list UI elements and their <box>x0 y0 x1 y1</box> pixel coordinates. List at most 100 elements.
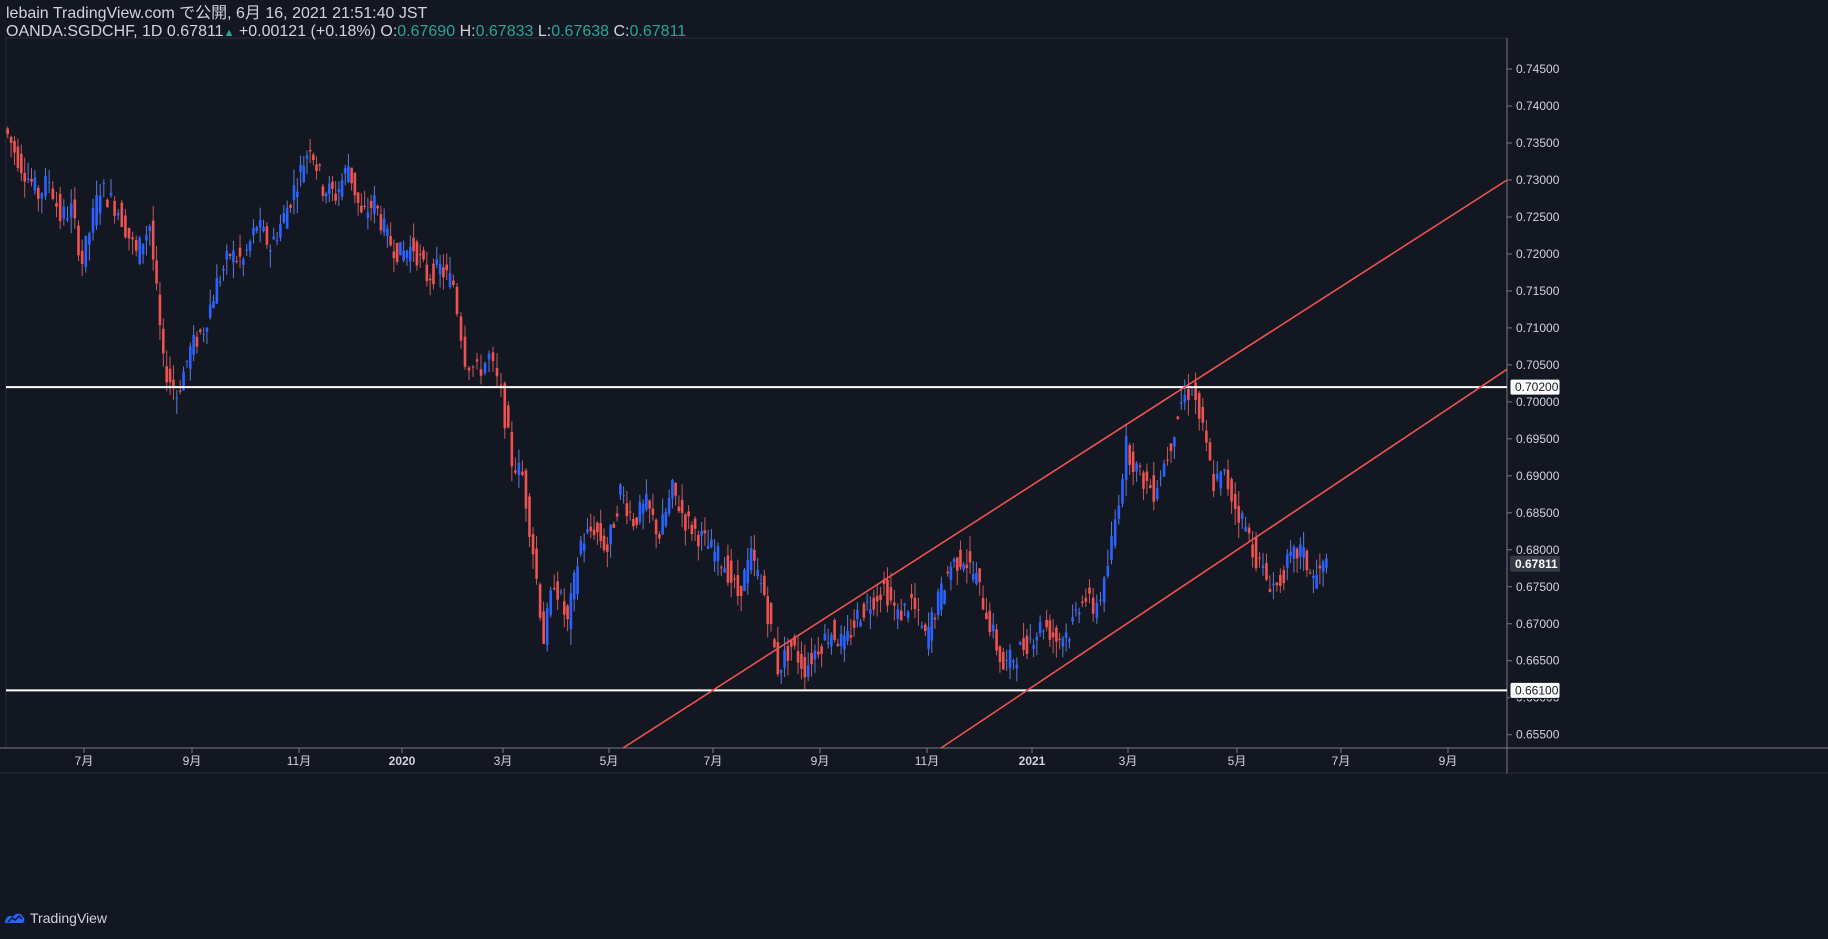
candle-body <box>1179 402 1183 404</box>
candle-body <box>1321 561 1325 572</box>
candle-body <box>1233 494 1237 510</box>
candle-body <box>127 227 131 239</box>
candle-body <box>145 234 148 241</box>
candle-body <box>955 557 959 571</box>
candle-body <box>667 498 671 514</box>
candle-body <box>713 551 716 562</box>
candle-body <box>545 608 549 645</box>
candle-body <box>1237 505 1241 523</box>
y-tick-label: 0.71500 <box>1516 284 1560 298</box>
candle-body <box>353 172 357 196</box>
candle-body <box>228 254 232 257</box>
candle-body <box>736 575 740 596</box>
candle-body <box>66 218 69 221</box>
candle-body <box>729 560 733 583</box>
candle-body <box>13 140 16 153</box>
candle-body <box>1244 526 1247 532</box>
low-label: L: <box>537 23 552 40</box>
candle-body <box>622 495 625 497</box>
candle-body <box>172 379 175 389</box>
price-tag-label: 0.66100 <box>1515 683 1559 697</box>
candle-body <box>940 583 943 610</box>
candle-body <box>1045 619 1048 628</box>
candle-body <box>435 259 439 265</box>
horizontal-levels[interactable] <box>6 386 1507 692</box>
candle-body <box>1226 469 1230 490</box>
candle-body <box>1095 602 1099 619</box>
candle-body <box>773 639 776 648</box>
candle-body <box>58 193 62 222</box>
candle-body <box>232 250 235 263</box>
chart-legend: lebain TradingView.com で公開, 6月 16, 2021 … <box>6 5 686 42</box>
candle-body <box>399 242 402 256</box>
candle-body <box>783 649 786 668</box>
candle-body <box>556 581 559 600</box>
candle-body <box>1155 488 1159 500</box>
candle-body <box>1110 535 1113 560</box>
candle-body <box>528 496 531 537</box>
candle-body <box>759 582 763 585</box>
candle-body <box>491 352 495 362</box>
candle-body <box>418 253 422 256</box>
y-tick-label: 0.67000 <box>1516 617 1560 631</box>
candle-body <box>810 652 813 665</box>
candle-body <box>803 657 807 678</box>
candle-body <box>499 384 503 386</box>
candle-body <box>1190 394 1194 396</box>
candle-body <box>703 530 707 534</box>
candle-body <box>448 273 452 287</box>
candle-body <box>763 575 766 595</box>
candle-body <box>1142 472 1145 489</box>
candle-body <box>930 612 934 641</box>
candle-body <box>680 499 684 514</box>
candle-body <box>524 470 528 509</box>
candle-body <box>535 548 538 580</box>
price-tag-box <box>1510 555 1560 572</box>
candle-body <box>1002 651 1005 670</box>
price-tag-label: 0.70200 <box>1515 380 1559 394</box>
candle-body <box>674 482 677 496</box>
close-value: 0.67811 <box>629 23 687 40</box>
candle-body <box>321 186 325 196</box>
candle-body <box>1315 574 1318 589</box>
candle-body <box>138 237 141 264</box>
candle-body <box>242 259 245 265</box>
price-tag-box <box>1509 681 1561 699</box>
candle-body <box>952 558 956 563</box>
trend-lines[interactable] <box>622 179 1508 749</box>
candle-body <box>579 540 583 555</box>
footer-brand[interactable]: TradingView <box>4 910 107 926</box>
candle-body <box>1058 638 1061 640</box>
candle-body <box>376 205 379 209</box>
candle-body <box>693 518 697 529</box>
candle-body <box>467 367 471 371</box>
x-tick-label: 9月 <box>1439 754 1458 768</box>
candle-body <box>369 200 373 208</box>
candle-body <box>776 642 780 675</box>
candle-body <box>769 603 773 625</box>
candle-body <box>44 175 47 197</box>
candle-body <box>258 219 262 228</box>
candle-body <box>1272 583 1275 586</box>
y-tick-label: 0.74000 <box>1516 99 1560 113</box>
candle-body <box>215 278 219 304</box>
candle-body <box>716 546 720 561</box>
candle-body <box>255 227 259 232</box>
candle-body <box>218 281 222 283</box>
x-tick-label: 7月 <box>1332 754 1351 768</box>
x-tick-label: 9月 <box>183 754 202 768</box>
x-tick-label: 7月 <box>75 754 94 768</box>
candle-body <box>327 183 331 194</box>
candle-body <box>830 634 833 647</box>
low-value: 0.67638 <box>551 23 610 40</box>
candle-body <box>192 334 195 355</box>
candle-body <box>102 183 106 185</box>
candle-body <box>395 242 399 262</box>
candle-body <box>1032 645 1035 649</box>
candle-body <box>936 591 940 616</box>
candle-body <box>971 574 975 580</box>
candle-body <box>582 543 586 551</box>
candle-body <box>889 587 893 601</box>
candle-body <box>1022 638 1025 650</box>
